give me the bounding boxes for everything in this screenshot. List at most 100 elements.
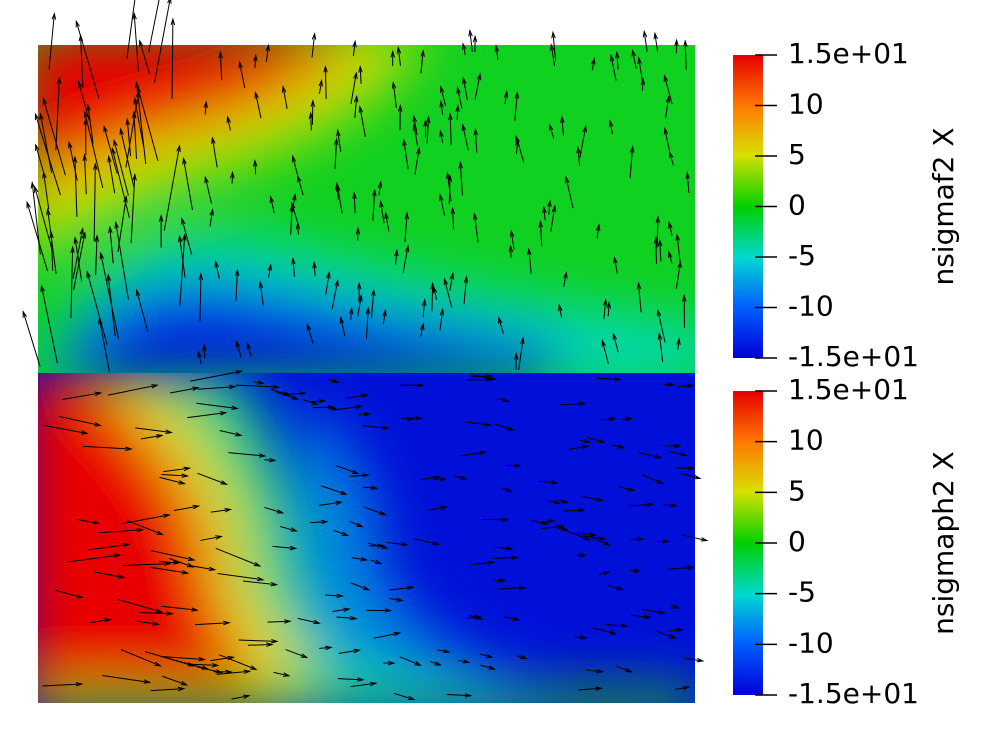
vector-glyph bbox=[161, 474, 188, 477]
vector-head bbox=[576, 145, 581, 154]
vector-head bbox=[35, 143, 40, 152]
vector-glyph bbox=[259, 282, 264, 306]
vector-glyph bbox=[161, 605, 198, 611]
vector-head bbox=[343, 607, 351, 613]
vector-head bbox=[111, 146, 116, 155]
vector-glyph bbox=[121, 563, 171, 567]
vector-glyph bbox=[675, 686, 689, 690]
vector-head bbox=[258, 280, 264, 289]
vector-head bbox=[311, 400, 319, 405]
vector-glyph bbox=[552, 32, 557, 61]
vector-glyph bbox=[373, 632, 400, 639]
vector-head bbox=[485, 373, 493, 379]
vector-head bbox=[603, 540, 612, 546]
vector-glyph bbox=[380, 201, 385, 224]
tick-label: 10 bbox=[788, 88, 824, 121]
vector-head bbox=[351, 469, 360, 475]
vector-head bbox=[215, 535, 223, 540]
vector-glyph bbox=[621, 417, 632, 420]
vector-head bbox=[542, 205, 547, 214]
vector-glyph bbox=[297, 176, 304, 196]
vector-glyph bbox=[338, 649, 360, 654]
vector-head bbox=[595, 223, 601, 231]
vector-head bbox=[439, 476, 447, 482]
vector-head bbox=[653, 31, 658, 40]
vector-head bbox=[181, 570, 190, 575]
vector-glyph bbox=[319, 646, 332, 649]
vector-head bbox=[485, 653, 494, 658]
vector-glyph bbox=[449, 273, 454, 291]
vector-head bbox=[81, 231, 87, 239]
vector-glyph bbox=[591, 58, 595, 71]
vector-glyph bbox=[574, 636, 587, 639]
vector-head bbox=[83, 117, 88, 126]
vector-head bbox=[676, 337, 681, 345]
vector-glyph bbox=[136, 620, 159, 625]
vector-head bbox=[449, 271, 455, 280]
vector-glyph bbox=[559, 402, 585, 406]
vector-head bbox=[655, 215, 661, 223]
vector-head bbox=[394, 248, 399, 257]
vector-glyph bbox=[550, 44, 556, 67]
vector-glyph bbox=[629, 569, 640, 572]
vector-glyph bbox=[358, 413, 370, 416]
tick-label: 0 bbox=[788, 525, 806, 558]
vector-glyph bbox=[663, 504, 676, 507]
vector-glyph bbox=[120, 649, 161, 667]
vector-glyph bbox=[386, 541, 408, 546]
vector-head bbox=[72, 155, 78, 164]
vector-glyph bbox=[196, 402, 238, 409]
vector-glyph bbox=[173, 505, 199, 512]
vector-head bbox=[133, 96, 138, 105]
vector-glyph bbox=[596, 224, 600, 239]
vector-head bbox=[356, 281, 362, 290]
vector-head bbox=[229, 384, 237, 390]
vector-glyph bbox=[439, 195, 446, 216]
vector-head bbox=[151, 384, 159, 389]
vector-head bbox=[178, 234, 183, 243]
vector-head bbox=[281, 85, 287, 93]
tick-label: -10 bbox=[788, 290, 834, 323]
vector-head bbox=[164, 561, 172, 567]
vector-head bbox=[476, 72, 482, 81]
vector-glyph bbox=[334, 139, 338, 169]
vector-glyph bbox=[582, 495, 603, 502]
vector-head bbox=[397, 104, 403, 112]
vector-head bbox=[135, 288, 141, 297]
vector-glyph bbox=[543, 207, 546, 221]
vector-head bbox=[125, 446, 133, 452]
vector-glyph bbox=[550, 206, 556, 232]
vector-head bbox=[440, 505, 449, 511]
tick-label: -5 bbox=[788, 239, 816, 272]
vector-head bbox=[560, 526, 569, 532]
vector-head bbox=[92, 162, 98, 170]
vector-head bbox=[561, 499, 570, 504]
vector-glyph bbox=[159, 560, 179, 564]
vector-glyph bbox=[204, 102, 207, 115]
vector-glyph bbox=[336, 465, 359, 475]
vector-head bbox=[581, 444, 590, 450]
vector-head bbox=[331, 378, 340, 384]
vector-glyph bbox=[273, 671, 290, 677]
vector-head bbox=[369, 681, 378, 687]
vector-head bbox=[494, 44, 500, 52]
vector-head bbox=[156, 530, 165, 536]
vector-head bbox=[547, 199, 552, 207]
vector-glyph bbox=[461, 451, 486, 457]
vector-glyph bbox=[492, 557, 518, 559]
vector-head bbox=[407, 695, 416, 700]
vector-glyph bbox=[43, 172, 50, 210]
vector-head bbox=[77, 80, 83, 88]
vector-head bbox=[203, 100, 208, 109]
vector-glyphs bbox=[22, 0, 709, 700]
vector-glyph bbox=[90, 618, 111, 624]
vector-glyph bbox=[191, 565, 215, 571]
vector-glyph bbox=[363, 486, 377, 489]
vector-head bbox=[341, 531, 350, 537]
vector-head bbox=[468, 28, 473, 37]
vector-glyph bbox=[470, 561, 494, 566]
vector-glyph bbox=[422, 299, 426, 318]
vector-glyph bbox=[378, 182, 382, 196]
vector-glyph bbox=[592, 627, 616, 635]
vector-head bbox=[134, 80, 140, 89]
